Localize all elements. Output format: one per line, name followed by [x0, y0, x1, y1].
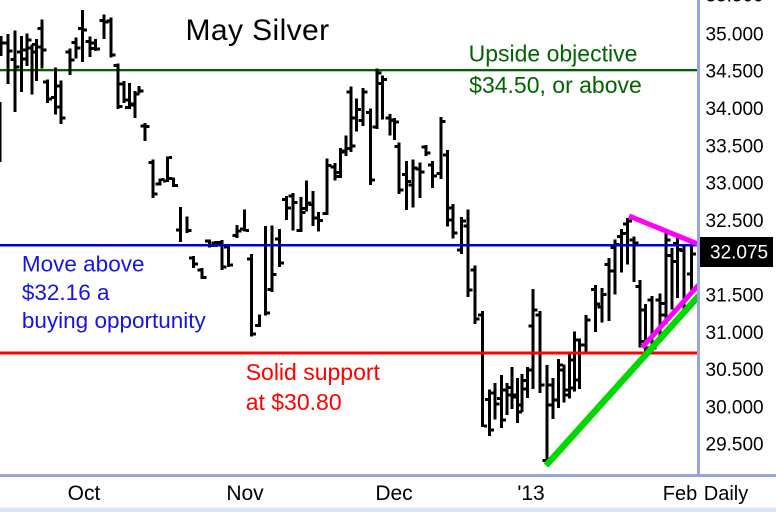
svg-text:31.500: 31.500 [706, 286, 764, 307]
svg-text:buying opportunity: buying opportunity [22, 308, 207, 333]
svg-text:32.075: 32.075 [710, 243, 768, 264]
svg-text:31.000: 31.000 [706, 323, 764, 344]
svg-text:30.000: 30.000 [706, 397, 764, 418]
svg-text:$32.16 a: $32.16 a [22, 280, 110, 305]
svg-text:Daily: Daily [704, 483, 748, 505]
svg-text:35.000: 35.000 [706, 24, 764, 45]
svg-text:Oct: Oct [68, 482, 101, 505]
svg-text:Upside objective: Upside objective [469, 40, 638, 66]
svg-text:34.500: 34.500 [706, 62, 764, 83]
svg-text:'13: '13 [517, 482, 544, 505]
svg-text:34.000: 34.000 [706, 99, 764, 120]
svg-text:29.500: 29.500 [706, 435, 764, 456]
svg-text:Feb: Feb [663, 483, 697, 505]
svg-text:33.500: 33.500 [706, 136, 764, 157]
svg-text:Nov: Nov [226, 482, 264, 505]
svg-text:$34.50, or above: $34.50, or above [469, 72, 642, 98]
svg-text:30.500: 30.500 [706, 360, 764, 381]
svg-text:Dec: Dec [375, 482, 412, 505]
svg-text:33.000: 33.000 [706, 174, 764, 195]
svg-text:May Silver: May Silver [185, 14, 329, 47]
svg-text:32.500: 32.500 [706, 211, 764, 232]
svg-text:Move above: Move above [22, 252, 145, 277]
svg-text:35.500: 35.500 [706, 0, 764, 6]
svg-text:at $30.80: at $30.80 [246, 389, 342, 415]
svg-text:Solid support: Solid support [246, 359, 381, 385]
